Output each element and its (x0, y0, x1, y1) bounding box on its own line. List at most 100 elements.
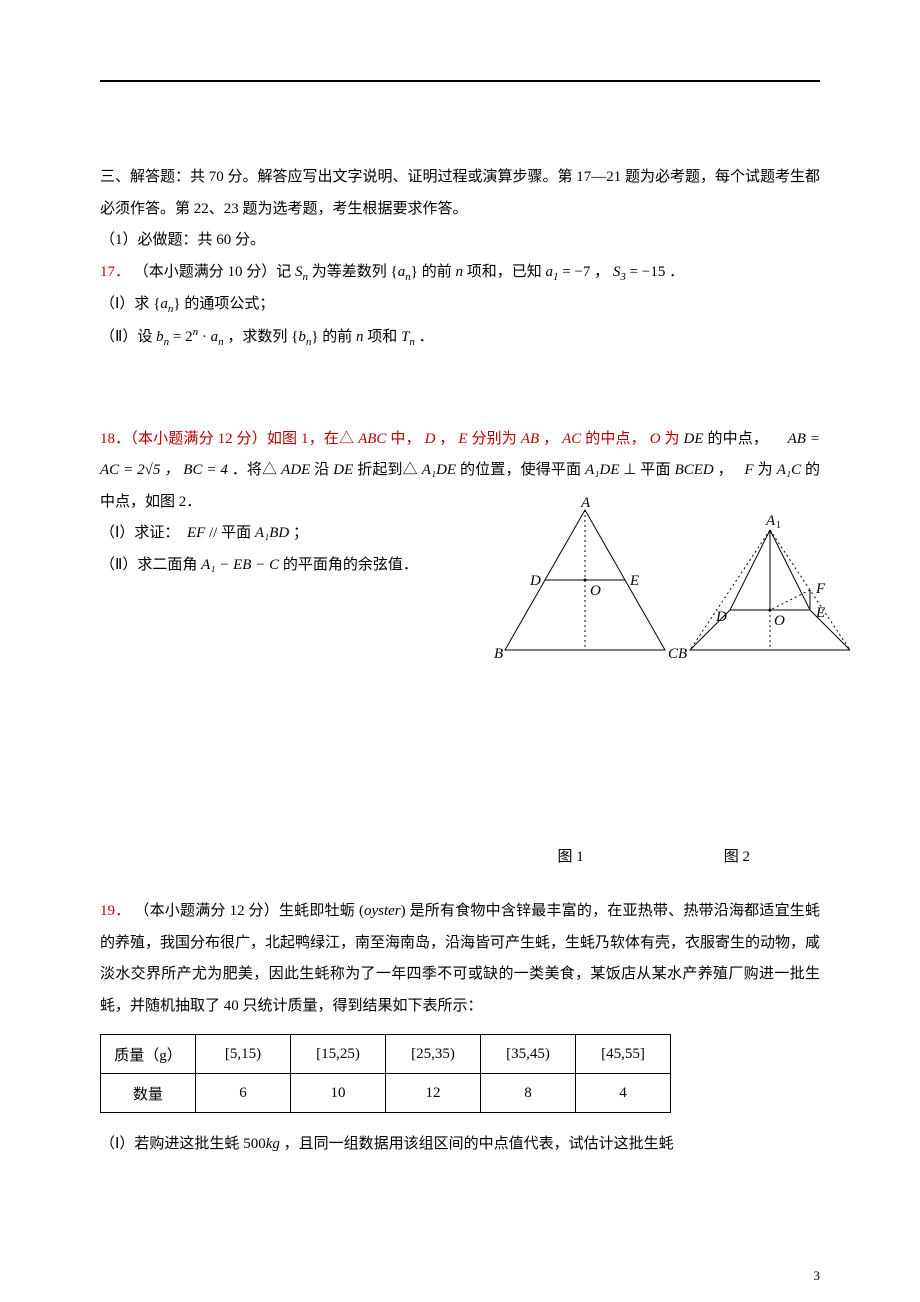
q17-text-b: 为等差数列 (312, 264, 387, 280)
q18-mid-e: 的中点， (707, 431, 768, 447)
q17-exp-n: n (193, 326, 199, 338)
table-row-values: 数量 6 10 12 8 4 (101, 1074, 671, 1113)
q18-mid-k: 为 (758, 462, 773, 478)
q18-lead: 18．（本小题满分 12 分）如图 1，在△ (100, 431, 354, 447)
q17-eq3: = 2 (173, 329, 193, 345)
q19-table: 质量（g） [5,15) [15,25) [25,35) [35,45) [45… (100, 1034, 671, 1113)
q18-a1de: A₁DE (422, 462, 456, 478)
q18-mid-b: 分别为 (471, 431, 516, 447)
q17-n2: n (356, 329, 364, 345)
q17-eq2: = −15 ． (630, 264, 684, 280)
q18-de: DE (684, 431, 704, 447)
q18-o: O (650, 431, 661, 447)
q19-stem: 19． （本小题满分 12 分）生蚝即牡蛎 (oyster) 是所有食物中含锌最… (100, 896, 820, 1022)
svg-text:E: E (629, 573, 639, 589)
q18-comma1: ， (439, 431, 454, 447)
figure-captions: 图 1 图 2 (100, 845, 820, 866)
spacer (100, 354, 820, 424)
table-val-0: 6 (196, 1074, 291, 1113)
table-row-label: 数量 (101, 1074, 196, 1113)
q17-seq: {an} (391, 264, 418, 280)
svg-text:O: O (590, 583, 601, 599)
table-col-2: [25,35) (386, 1035, 481, 1074)
table-val-2: 12 (386, 1074, 481, 1113)
table-col-4: [45,55] (576, 1035, 671, 1074)
table-col-1: [15,25) (291, 1035, 386, 1074)
q18-abc: ABC (358, 431, 386, 447)
figure-2: A 1 B C D E O F (678, 513, 850, 662)
caption-fig2: 图 2 (724, 845, 750, 866)
q17-p2-seq: {bn} (291, 329, 318, 345)
svg-text:O: O (774, 613, 785, 629)
q17-p1-a: （Ⅰ）求 (100, 296, 149, 312)
q17-sn: Sn (295, 264, 308, 280)
q17-bn: bn (156, 329, 169, 345)
q17-dot: · (202, 329, 211, 345)
q18-de2: DE (333, 462, 353, 478)
svg-text:B: B (678, 646, 687, 662)
q17-text-c: 的前 (422, 264, 452, 280)
svg-text:E: E (815, 605, 825, 621)
q18-mid-a: 中， (390, 431, 420, 447)
spacer2 (100, 866, 820, 896)
table-col-3: [35,45) (481, 1035, 576, 1074)
q17-p2-c: 的前 (322, 329, 352, 345)
svg-text:F: F (815, 581, 826, 597)
q17-p2-a: （Ⅱ）设 (100, 329, 152, 345)
q18-mid-i: 的位置，使得平面 (460, 462, 581, 478)
q17-text-a: （本小题满分 10 分）记 (134, 264, 292, 280)
q17-tn: Tn (401, 329, 415, 345)
q18-a1c: A₁C (777, 462, 801, 478)
q17-stem: 17． （本小题满分 10 分）记 Sn 为等差数列 {an} 的前 n 项和，… (100, 257, 820, 289)
svg-text:D: D (715, 609, 727, 625)
table-val-4: 4 (576, 1074, 671, 1113)
q18-mid-h: 折起到△ (357, 462, 418, 478)
page: 三、解答题：共 70 分。解答应写出文字说明、证明过程或演算步骤。第 17—21… (0, 0, 920, 1302)
svg-text:1: 1 (776, 520, 781, 531)
q17-p2-d: 项和 (367, 329, 397, 345)
q17-period: ． (419, 329, 434, 345)
q17-an2: an (211, 329, 224, 345)
q17-number: 17． (100, 264, 130, 280)
svg-text:B: B (494, 646, 503, 662)
q18-svg: A B C D E O A 1 B (130, 495, 850, 705)
q17-p2-b: ，求数列 (227, 329, 287, 345)
q17-n: n (455, 264, 463, 280)
q17-part2: （Ⅱ）设 bn = 2n · an ，求数列 {bn} 的前 n 项和 Tn ． (100, 321, 820, 354)
section-heading: 三、解答题：共 70 分。解答应写出文字说明、证明过程或演算步骤。第 17—21… (100, 162, 820, 225)
q18-ade: ADE (281, 462, 310, 478)
q18-mid-f: ．将△ (232, 462, 277, 478)
q18-mid-j: ， (718, 462, 733, 478)
q18-figures: A B C D E O A 1 B (100, 585, 820, 845)
q17-text-d: 项和，已知 (467, 264, 542, 280)
q17-eq1: = −7 ， (562, 264, 609, 280)
q18-mid-g: 沿 (314, 462, 329, 478)
q18-d: D (425, 431, 436, 447)
q18-f: F (745, 462, 754, 478)
q17-p1-b: 的通项公式； (184, 296, 274, 312)
q18-perp: ⊥ (623, 462, 640, 478)
table-val-3: 8 (481, 1074, 576, 1113)
q18-bced: 平面 BCED (640, 462, 713, 478)
q18-ab: AB (521, 431, 539, 447)
q19-part1: （Ⅰ）若购进这批生蚝 500kg ，且同一组数据用该组区间的中点值代表，试估计这… (100, 1129, 820, 1161)
q18-ac: AC (562, 431, 581, 447)
page-number: 3 (814, 1268, 821, 1284)
section-subheading: （1）必做题：共 60 分。 (100, 225, 820, 257)
q17-p1-seq: {an} (153, 296, 180, 312)
q17-s3: S3 (613, 264, 626, 280)
q19-intro: （本小题满分 12 分）生蚝即牡蛎 (oyster) 是所有食物中含锌最丰富的，… (100, 903, 820, 1014)
q18-mid-d: 为 (664, 431, 679, 447)
q18-comma2: ， (543, 431, 558, 447)
svg-text:A: A (765, 513, 776, 529)
table-val-1: 10 (291, 1074, 386, 1113)
q19-p1-text: （Ⅰ）若购进这批生蚝 500kg ，且同一组数据用该组区间的中点值代表，试估计这… (100, 1136, 674, 1152)
q18-mid-c: 的中点， (585, 431, 646, 447)
figure-1: A B C D E O (494, 495, 679, 662)
table-col-0: [5,15) (196, 1035, 291, 1074)
q18-e: E (458, 431, 467, 447)
table-row-header: 质量（g） [5,15) [15,25) [25,35) [35,45) [45… (101, 1035, 671, 1074)
svg-text:D: D (529, 573, 541, 589)
svg-text:A: A (580, 495, 591, 511)
q17-part1: （Ⅰ）求 {an} 的通项公式； (100, 289, 820, 321)
